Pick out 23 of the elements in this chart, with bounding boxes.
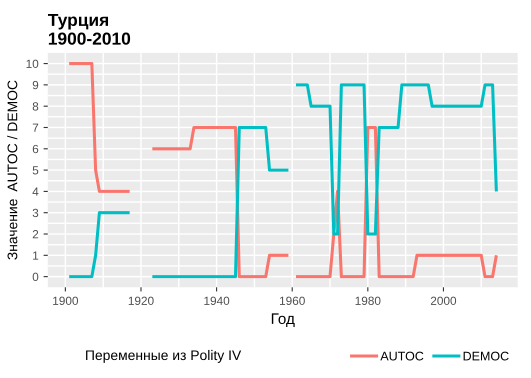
y-tick-label: 6: [32, 144, 38, 154]
y-tick-label: 0: [32, 272, 38, 282]
legend-label: DEMOC: [464, 352, 509, 360]
y-tick-label: 1: [33, 251, 38, 260]
x-tick-label: 1940: [204, 296, 230, 305]
legend-title: Переменные из Polity IV: [86, 350, 242, 363]
y-tick-label: 7: [32, 124, 38, 132]
x-tick-label: 1960: [280, 296, 305, 305]
x-tick-label: 1920: [128, 296, 154, 305]
legend-label: AUTOC: [380, 352, 424, 360]
x-axis-title: Год: [272, 313, 295, 327]
y-tick-label: 8: [32, 102, 38, 111]
x-tick-label: 1900: [53, 296, 78, 305]
y-tick-label: 3: [32, 208, 38, 218]
y-tick-label: 5: [32, 166, 38, 174]
y-axis-title: Значение AUTOC / DEMOC: [7, 80, 18, 260]
y-tick-label: 4: [32, 188, 38, 196]
x-tick-label: 2000: [430, 296, 456, 305]
x-tick-label: 1980: [356, 296, 380, 305]
y-tick-label: 9: [32, 80, 38, 90]
y-tick-label: 2: [32, 230, 38, 238]
y-tick-label: 10: [26, 60, 38, 68]
chart-title: Турция 1900-2010: [48, 14, 130, 45]
